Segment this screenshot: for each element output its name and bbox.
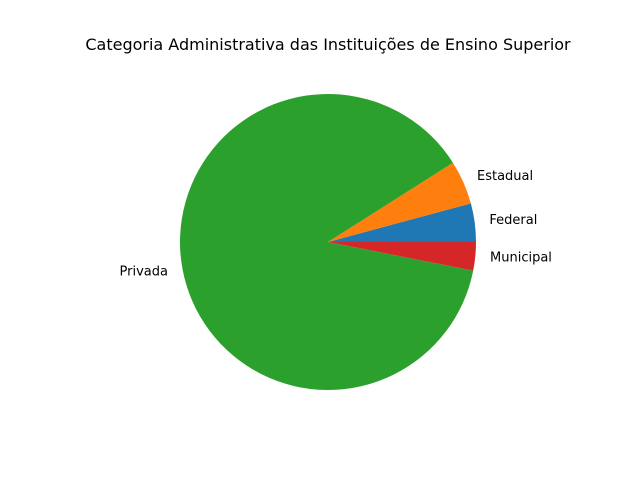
pie-slice-privada bbox=[179, 93, 474, 390]
pie-slice-federal bbox=[328, 203, 476, 242]
pie-slice-estadual bbox=[328, 162, 471, 242]
pie-label-federal: Federal bbox=[489, 213, 537, 228]
pie-label-privada: Privada bbox=[120, 265, 168, 280]
pie-labels: Federal Estadual Privada Municipal bbox=[120, 169, 552, 280]
pie-label-estadual: Estadual bbox=[477, 169, 533, 184]
pie-slices bbox=[179, 93, 476, 390]
chart-title: Categoria Administrativa das Instituiçõe… bbox=[85, 35, 571, 54]
pie-label-municipal: Municipal bbox=[490, 250, 552, 265]
pie-slice-municipal bbox=[328, 242, 476, 271]
